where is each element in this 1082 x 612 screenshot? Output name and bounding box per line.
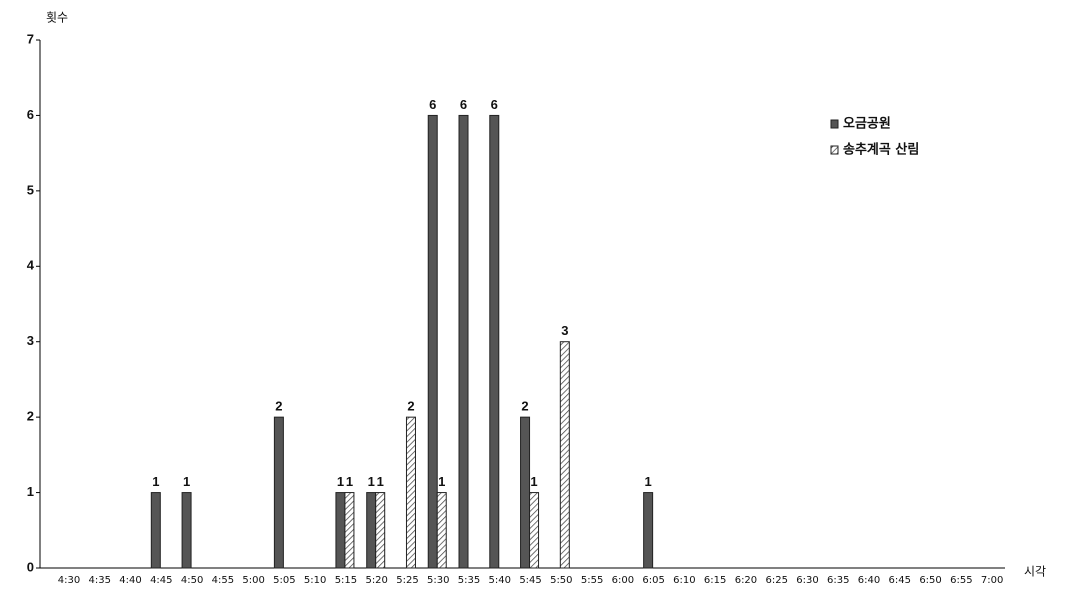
- data-label: 1: [368, 474, 375, 489]
- x-tick-label: 5:00: [242, 575, 264, 586]
- y-tick-label: 1: [27, 484, 34, 499]
- x-tick-label: 6:30: [796, 575, 818, 586]
- x-tick-label: 6:00: [612, 575, 634, 586]
- x-tick-label: 4:45: [150, 575, 172, 586]
- y-tick-label: 5: [27, 182, 34, 197]
- bar: [489, 114, 500, 569]
- bar: [335, 492, 346, 569]
- x-tick-label: 5:30: [427, 575, 449, 586]
- bar: [344, 492, 355, 569]
- x-tick-label: 4:35: [89, 575, 111, 586]
- data-label: 6: [460, 97, 467, 112]
- x-axis-label: 시각: [1024, 565, 1046, 579]
- bar: [181, 492, 192, 569]
- bar: [366, 492, 377, 569]
- x-tick-label: 6:15: [704, 575, 726, 586]
- x-tick-label: 5:45: [519, 575, 541, 586]
- x-tick-label: 7:00: [981, 575, 1003, 586]
- bar: [427, 114, 438, 569]
- bar: [458, 114, 469, 569]
- bar: [375, 492, 386, 569]
- x-tick-label: 6:20: [735, 575, 757, 586]
- x-tick-label: 4:55: [212, 575, 234, 586]
- legend-label: 송추계곡 산림: [843, 142, 919, 158]
- legend-swatch: [830, 145, 839, 155]
- y-tick-label: 7: [27, 31, 34, 46]
- data-label: 2: [521, 399, 528, 414]
- y-tick-label: 6: [27, 107, 34, 122]
- x-tick-label: 4:30: [58, 575, 80, 586]
- x-tick-label: 6:45: [889, 575, 911, 586]
- data-label: 6: [491, 97, 498, 112]
- y-tick-label: 3: [27, 333, 34, 348]
- bar: [529, 492, 540, 569]
- data-label: 3: [561, 323, 568, 338]
- x-tick-label: 6:55: [950, 575, 972, 586]
- data-label: 2: [407, 399, 414, 414]
- bar: [436, 492, 447, 569]
- x-tick-label: 6:10: [673, 575, 695, 586]
- bar: [520, 416, 531, 569]
- data-label: 1: [152, 474, 159, 489]
- x-tick-label: 4:40: [119, 575, 141, 586]
- x-tick-label: 5:25: [396, 575, 418, 586]
- data-label: 1: [530, 474, 537, 489]
- x-tick-label: 5:15: [335, 575, 357, 586]
- y-tick-label: 2: [27, 409, 34, 424]
- x-tick-label: 6:25: [765, 575, 787, 586]
- y-tick-label: 0: [27, 559, 34, 574]
- x-tick-label: 5:10: [304, 575, 326, 586]
- x-tick-label: 4:50: [181, 575, 203, 586]
- x-tick-label: 6:40: [858, 575, 880, 586]
- x-tick-label: 5:05: [273, 575, 295, 586]
- bar: [150, 492, 161, 569]
- bar: [273, 416, 284, 569]
- x-tick-label: 6:50: [919, 575, 941, 586]
- data-label: 1: [377, 474, 384, 489]
- data-label: 1: [337, 474, 344, 489]
- y-tick-label: 4: [27, 258, 35, 273]
- bar: [405, 416, 416, 569]
- bar: [643, 492, 654, 569]
- data-label: 1: [645, 474, 652, 489]
- legend-label: 오금공원: [843, 117, 891, 132]
- legend-swatch: [830, 119, 839, 129]
- x-tick-label: 5:20: [365, 575, 387, 586]
- data-label: 2: [275, 399, 282, 414]
- x-tick-label: 5:55: [581, 575, 603, 586]
- x-tick-label: 6:35: [827, 575, 849, 586]
- data-label: 1: [346, 474, 353, 489]
- x-tick-label: 5:40: [489, 575, 511, 586]
- bar: [559, 341, 570, 569]
- x-tick-label: 5:50: [550, 575, 572, 586]
- data-label: 1: [183, 474, 190, 489]
- x-tick-label: 5:35: [458, 575, 480, 586]
- data-label: 6: [429, 97, 436, 112]
- x-tick-label: 6:05: [642, 575, 664, 586]
- y-axis-label: 횟수: [46, 11, 68, 25]
- data-label: 1: [438, 474, 445, 489]
